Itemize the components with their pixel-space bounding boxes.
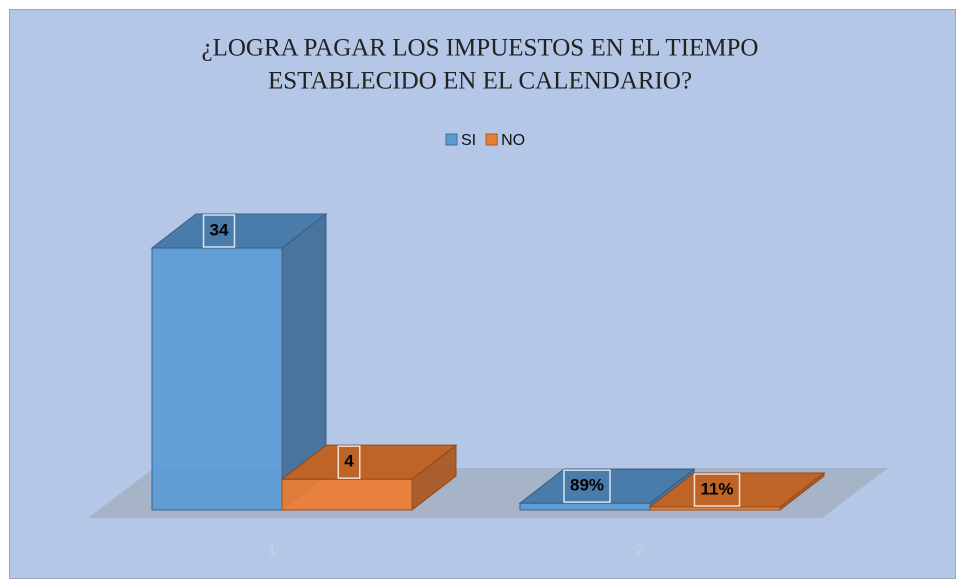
x-tick-label: 2 — [636, 542, 645, 559]
data-label: 89% — [570, 476, 604, 495]
x-tick-label: 1 — [268, 542, 277, 559]
data-label: 4 — [344, 452, 354, 471]
chart-title: ¿LOGRA PAGAR LOS IMPUESTOS EN EL TIEMPO — [201, 35, 758, 62]
bar — [150, 212, 328, 512]
legend-swatch — [445, 133, 458, 146]
bar — [280, 444, 458, 512]
legend-label: SI — [461, 132, 476, 149]
data-label: 34 — [210, 220, 229, 239]
chart-title: ESTABLECIDO EN EL CALENDARIO? — [268, 68, 692, 95]
data-label-box — [202, 214, 236, 248]
data-label: 11% — [700, 479, 733, 498]
data-label-box — [563, 469, 611, 503]
bar-front — [151, 247, 283, 511]
legend-label: NO — [501, 132, 525, 149]
data-label-box — [337, 445, 361, 479]
bar-front — [281, 478, 413, 511]
data-label-box — [693, 473, 741, 507]
bar — [648, 471, 826, 512]
bar-front — [519, 502, 651, 511]
bar-top — [280, 444, 458, 480]
legend-swatch — [485, 133, 498, 146]
bar-top — [648, 472, 826, 508]
bar-top — [150, 213, 328, 249]
